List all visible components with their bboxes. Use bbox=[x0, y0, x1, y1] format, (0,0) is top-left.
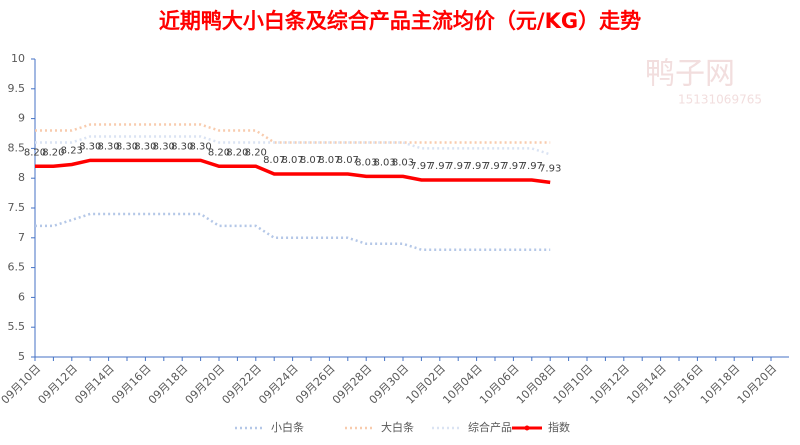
data-label: 8.30 bbox=[79, 141, 101, 152]
y-tick-label: 9.5 bbox=[8, 82, 26, 95]
watermark: 鸭子网 bbox=[645, 57, 735, 92]
x-tick-label: 10月08日 bbox=[514, 362, 559, 407]
data-label: 8.07 bbox=[300, 155, 322, 166]
y-tick-label: 10 bbox=[11, 52, 25, 65]
data-label: 8.23 bbox=[61, 145, 83, 156]
legend-marker bbox=[524, 425, 530, 431]
x-tick-label: 10月18日 bbox=[698, 362, 743, 407]
data-label: 8.30 bbox=[116, 141, 138, 152]
x-tick-label: 10月02日 bbox=[403, 362, 448, 407]
y-tick-label: 5 bbox=[18, 350, 25, 363]
x-tick-label: 09月16日 bbox=[109, 362, 154, 407]
x-tick-label: 09月30日 bbox=[367, 362, 412, 407]
data-label: 8.03 bbox=[373, 157, 395, 168]
data-label: 7.97 bbox=[410, 161, 432, 172]
x-tick-label: 09月12日 bbox=[35, 362, 80, 407]
y-tick-label: 5.5 bbox=[8, 320, 26, 333]
y-tick-label: 8.5 bbox=[8, 141, 26, 154]
data-label: 8.07 bbox=[263, 155, 285, 166]
data-label: 8.20 bbox=[208, 147, 230, 158]
data-label: 8.07 bbox=[337, 155, 359, 166]
x-tick-label: 09月14日 bbox=[72, 362, 117, 407]
x-tick-label: 09月28日 bbox=[330, 362, 375, 407]
data-label: 7.97 bbox=[502, 161, 524, 172]
data-label: 7.97 bbox=[447, 161, 469, 172]
y-tick-label: 7.5 bbox=[8, 201, 26, 214]
data-label: 7.97 bbox=[429, 161, 451, 172]
x-tick-label: 09月22日 bbox=[219, 362, 264, 407]
data-label: 8.30 bbox=[153, 141, 175, 152]
x-tick-label: 09月26日 bbox=[293, 362, 338, 407]
watermark: 15131069765 bbox=[678, 93, 762, 107]
y-tick-label: 6 bbox=[18, 290, 25, 303]
x-tick-label: 09月18日 bbox=[146, 362, 191, 407]
data-label: 8.03 bbox=[355, 157, 377, 168]
y-tick-label: 8 bbox=[18, 171, 25, 184]
data-label: 8.07 bbox=[281, 155, 303, 166]
chart-title: 近期鸭大小白条及综合产品主流均价（元/KG）走势 bbox=[159, 9, 641, 33]
data-label: 7.97 bbox=[521, 161, 543, 172]
y-tick-label: 6.5 bbox=[8, 261, 26, 274]
data-label: 8.03 bbox=[392, 157, 414, 168]
series-line bbox=[35, 123, 551, 144]
series-line bbox=[35, 158, 551, 185]
data-label: 8.30 bbox=[171, 141, 193, 152]
x-tick-label: 10月16日 bbox=[661, 362, 706, 407]
legend-label: 指数 bbox=[548, 420, 570, 434]
legend-label: 大白条 bbox=[381, 420, 414, 434]
data-label: 8.20 bbox=[42, 147, 64, 158]
x-tick-label: 10月10日 bbox=[551, 362, 596, 407]
x-tick-label: 10月12日 bbox=[587, 362, 632, 407]
y-tick-label: 9 bbox=[18, 112, 25, 125]
x-tick-label: 09月20日 bbox=[183, 362, 228, 407]
data-label: 8.07 bbox=[318, 155, 340, 166]
x-tick-label: 10月20日 bbox=[735, 362, 780, 407]
data-label: 8.30 bbox=[97, 141, 119, 152]
x-tick-label: 09月24日 bbox=[256, 362, 301, 407]
data-label: 8.30 bbox=[189, 141, 211, 152]
data-label: 8.20 bbox=[24, 147, 46, 158]
data-label: 8.20 bbox=[226, 147, 248, 158]
data-label: 8.30 bbox=[134, 141, 156, 152]
legend-label: 综合产品 bbox=[468, 420, 512, 434]
legend-label: 小白条 bbox=[271, 420, 304, 434]
series-line bbox=[35, 212, 551, 251]
data-label: 7.93 bbox=[539, 163, 561, 174]
x-tick-label: 10月14日 bbox=[624, 362, 669, 407]
data-label: 7.97 bbox=[484, 161, 506, 172]
data-label: 7.97 bbox=[465, 161, 487, 172]
data-label: 8.20 bbox=[245, 147, 267, 158]
y-tick-label: 7 bbox=[18, 231, 25, 244]
x-tick-label: 10月04日 bbox=[440, 362, 485, 407]
x-tick-label: 10月06日 bbox=[477, 362, 522, 407]
series-line bbox=[35, 135, 551, 156]
